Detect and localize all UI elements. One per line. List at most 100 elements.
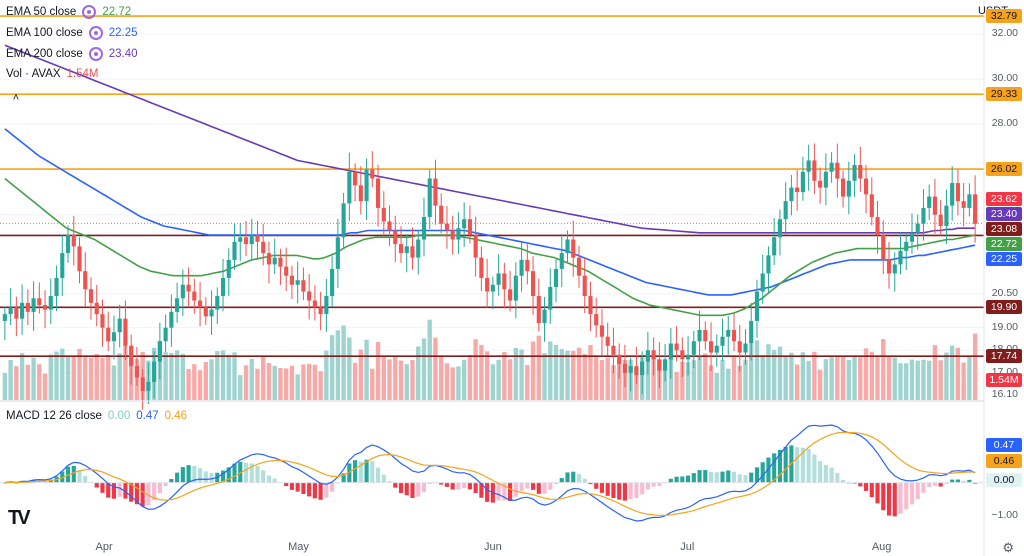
volume-bar [427, 319, 432, 400]
cycle-icon[interactable] [82, 5, 97, 19]
volume-bar [858, 357, 863, 400]
candle-body [54, 277, 59, 297]
volume-bar [599, 360, 605, 400]
macd-hist-bar [450, 482, 455, 490]
macd-hist-bar [94, 482, 99, 488]
macd-hist-bar [783, 446, 788, 483]
macd-hist-bar [146, 482, 151, 506]
candle-body [152, 361, 157, 382]
candle-body [944, 205, 949, 226]
macd-hist-bar [226, 467, 231, 483]
macd-hist-bar [375, 467, 381, 483]
cycle-icon[interactable] [88, 26, 103, 40]
candle-body [737, 341, 742, 353]
candle-body [743, 343, 748, 353]
volume-bar [266, 363, 272, 400]
macd-hist-bar [301, 482, 306, 494]
macd-hist-bar [485, 482, 490, 502]
candle-body [226, 259, 231, 278]
ema200-line [4, 44, 976, 234]
volume-bar [944, 352, 949, 400]
volume-bar [915, 360, 920, 400]
macd-hist-bar [749, 472, 754, 483]
candle-body [904, 241, 909, 251]
candle-body [697, 329, 702, 342]
candle-body [565, 239, 570, 254]
volume-bar [456, 366, 461, 400]
macd-hist-bar [232, 463, 237, 483]
macd-hist-bar [760, 462, 765, 483]
volume-bar [14, 366, 19, 400]
candle-body [720, 336, 725, 346]
cycle-icon[interactable] [88, 47, 103, 61]
macd-hist-bar [65, 466, 71, 483]
volume-bar [772, 350, 777, 400]
macd-hist-bar [508, 482, 513, 501]
candle-body [123, 318, 128, 346]
legend-ema100[interactable]: EMA 100 close 22.25 [6, 26, 138, 40]
macd-hist-bar [898, 482, 903, 514]
volume-bar [25, 364, 31, 400]
candle-body [42, 305, 48, 310]
volume-bar [295, 374, 300, 400]
macd-hist-bar [772, 453, 777, 483]
macd-label: 0.47 [986, 438, 1022, 452]
candle-body [335, 237, 340, 269]
macd-hist-bar [157, 482, 162, 494]
tradingview-logo[interactable]: TV [8, 507, 30, 529]
macd-hist-bar [743, 475, 748, 483]
macd-hist-bar [421, 482, 427, 493]
volume-bar [48, 354, 53, 400]
candle-body [542, 309, 547, 324]
macd-hist-bar [381, 474, 386, 483]
price-label: 17.74 [986, 349, 1022, 364]
date-tick: May [288, 541, 309, 553]
macd-hist-bar [588, 482, 593, 485]
candle-body [111, 332, 117, 342]
macd-hist-bar [163, 482, 168, 487]
legend-volume[interactable]: Vol · AVAX 1.54M [6, 68, 99, 80]
candle-body [198, 300, 203, 308]
candle-body [571, 239, 576, 258]
macd-hist-bar [238, 461, 243, 483]
macd-hist-bar [686, 475, 691, 483]
volume-bar [393, 355, 398, 400]
volume-bar [243, 365, 249, 400]
volume-bar [708, 365, 714, 400]
macd-hist-bar [858, 482, 863, 487]
volume-bar [306, 363, 312, 400]
macd-hist-bar [427, 482, 432, 484]
candle-body [444, 223, 450, 231]
chevron-up-icon[interactable]: ˄ [12, 92, 20, 104]
candle-body [94, 302, 99, 315]
candle-body [674, 343, 679, 351]
candle-body [88, 289, 94, 303]
volume-bar [938, 360, 943, 400]
macd-hist-bar [892, 482, 897, 517]
candle-body [651, 350, 656, 360]
legend-macd[interactable]: MACD 12 26 close 0.00 0.47 0.46 [6, 410, 187, 422]
macd-hist-bar [927, 482, 932, 488]
candle-body [881, 235, 886, 260]
volume-bar [341, 325, 346, 400]
volume-bar [8, 360, 13, 400]
gear-icon[interactable]: ⚙ [1002, 540, 1014, 555]
volume-bar [645, 353, 651, 400]
volume-bar [496, 359, 501, 400]
candle-body [657, 359, 662, 371]
candle-body [754, 291, 760, 321]
volume-bar [812, 351, 817, 400]
candle-body [203, 307, 208, 317]
candle-body [726, 329, 731, 337]
macd-hist-bar [576, 474, 582, 483]
volume-bar [174, 350, 180, 400]
candle-body [961, 201, 966, 208]
candle-body [846, 180, 851, 197]
candle-body [175, 298, 180, 312]
volume-bar [238, 375, 243, 400]
date-tick: Apr [95, 541, 113, 553]
legend-ema50[interactable]: EMA 50 close 22.72 [6, 5, 131, 19]
volume-bar [961, 362, 966, 400]
legend-ema200[interactable]: EMA 200 close 23.40 [6, 47, 138, 61]
